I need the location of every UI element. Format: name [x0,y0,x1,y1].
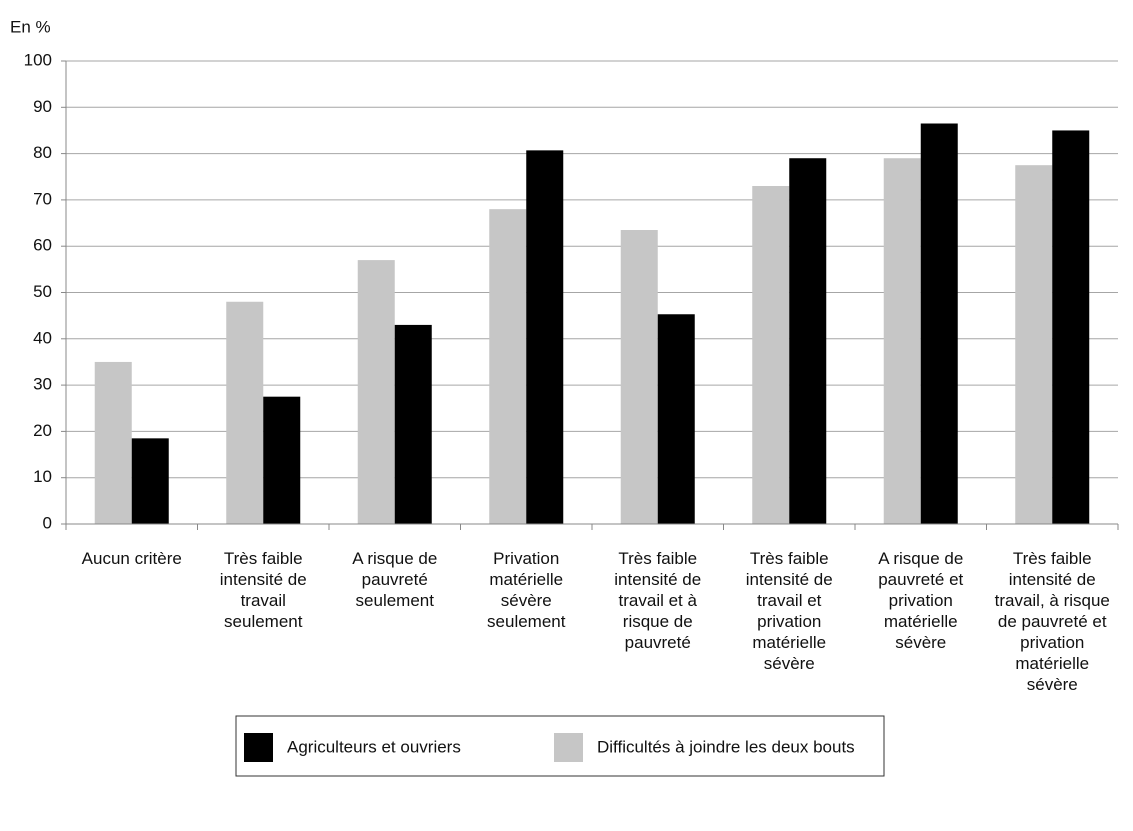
y-tick-label: 100 [24,50,52,69]
legend-box [235,715,885,777]
x-tick-label: Privation matérielle sévère seulement [487,549,566,631]
y-tick-label: 20 [33,421,52,440]
bar [94,361,132,524]
x-tick-label: Très faible intensité de travail seuleme… [219,549,307,631]
bar [394,324,432,524]
bar [357,260,395,524]
legend-swatch [244,733,273,762]
bar [657,314,695,524]
y-axis-label: En % [10,17,51,36]
y-tick-label: 90 [33,97,52,116]
y-tick-label: 40 [33,328,52,347]
bar [752,186,790,524]
y-tick-label: 30 [33,375,52,394]
x-tick-label: Aucun critère [81,549,182,568]
y-tick-label: 0 [43,513,52,532]
legend-swatch [554,733,583,762]
bar [883,158,921,525]
x-tick-label: Très faible intensité de travail et priv… [745,549,833,673]
x-tick-label: A risque de pauvreté et privation matéri… [878,549,964,652]
y-tick-label: 10 [33,467,52,486]
y-tick-label: 60 [33,236,52,255]
bar [920,123,958,524]
bar [1015,165,1053,525]
legend-label: Agriculteurs et ouvriers [287,737,461,756]
y-tick-label: 80 [33,143,52,162]
bar [526,150,564,524]
bar [131,438,169,524]
legend-label: Difficultés à joindre les deux bouts [597,737,855,756]
y-tick-label: 50 [33,282,52,301]
x-tick-label: Très faible intensité de travail, à risq… [994,549,1110,694]
bar [263,396,301,524]
bar [489,209,527,524]
x-tick-label: A risque de pauvreté seulement [352,549,438,610]
y-tick-label: 70 [33,189,52,208]
bar [226,301,264,524]
x-tick-label: Très faible intensité de travail et à ri… [614,549,702,652]
bar [789,158,827,525]
bar [620,229,658,524]
bar [1052,130,1090,524]
